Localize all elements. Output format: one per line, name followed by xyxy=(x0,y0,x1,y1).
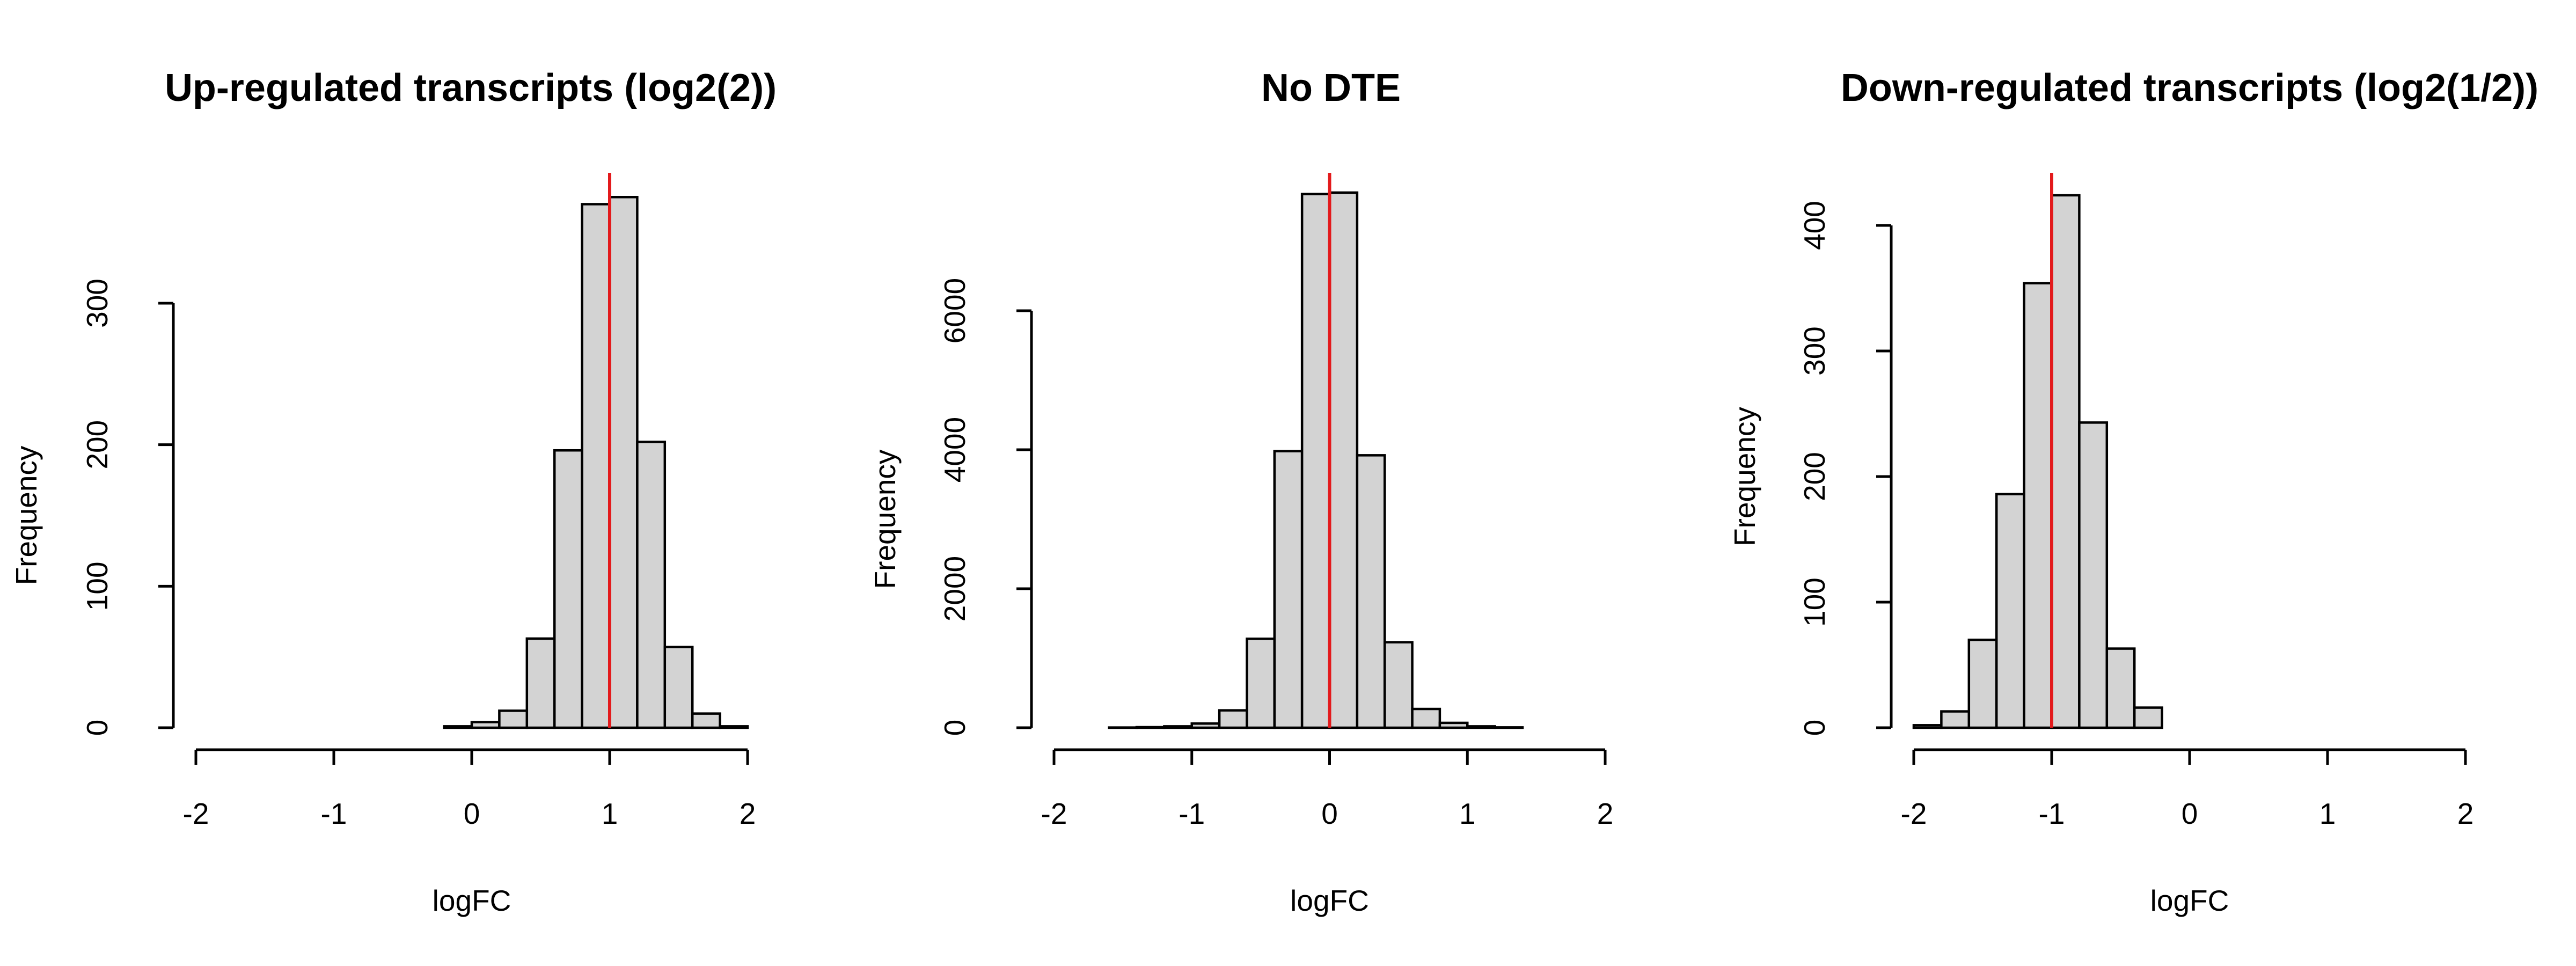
panel-1-bar xyxy=(608,196,639,729)
panel-3-y-tick-label: 300 xyxy=(1798,326,1831,376)
panel-2-x-tick-label: 0 xyxy=(1321,797,1338,830)
panel-2-bar xyxy=(1383,641,1414,729)
panel-3-y-tick-label: 0 xyxy=(1798,720,1831,736)
panel-3-bar xyxy=(1967,638,1998,729)
panel-1-bar xyxy=(498,709,529,729)
panel-1-bar xyxy=(525,637,556,729)
panel-2-x-tick-label: 2 xyxy=(1597,797,1614,830)
panel-1-y-tick-label: 100 xyxy=(80,561,114,611)
panel-2-bar xyxy=(1273,450,1304,729)
panel-2-bar xyxy=(1411,707,1441,729)
panel-3-x-tick-label: 1 xyxy=(2319,797,2336,830)
panel-2-bar xyxy=(1300,193,1331,729)
panel-3-bar xyxy=(1912,724,1943,729)
panel-2-bar xyxy=(1494,726,1524,729)
panel-3-bar xyxy=(2078,421,2109,729)
panel-2-bar xyxy=(1135,726,1166,729)
panel-2-x-axis-label: logFC xyxy=(1290,884,1369,917)
panel-3-y-axis-label: Frequency xyxy=(1728,407,1761,546)
panel-1-bar xyxy=(691,712,721,729)
panel-2-bar xyxy=(1438,721,1469,729)
panel-1-title: Up-regulated transcripts (log2(2)) xyxy=(165,67,777,109)
panel-3-y-tick-label: 100 xyxy=(1798,577,1831,627)
panel-2-y-tick-label: 2000 xyxy=(938,556,971,621)
panel-1-y-tick-label: 200 xyxy=(80,420,114,470)
panel-3-bar xyxy=(1940,710,1971,729)
panel-3-title: Down-regulated transcripts (log2(1/2)) xyxy=(1841,67,2538,109)
panel-2-bar xyxy=(1163,725,1193,729)
panel-1-y-tick-label: 300 xyxy=(80,279,114,328)
panel-3-bar xyxy=(2133,706,2163,729)
panel-3-bar xyxy=(2105,647,2136,729)
panel-1-bar xyxy=(719,725,749,729)
panel-1-bar xyxy=(470,721,501,729)
panel-2-title: No DTE xyxy=(1261,67,1401,109)
panel-3-x-tick-label: -1 xyxy=(2039,797,2065,830)
panel-1-bar xyxy=(581,203,611,729)
panel-2-bar xyxy=(1218,709,1248,729)
panel-3-y-tick-label: 200 xyxy=(1798,452,1831,501)
panel-2-bar xyxy=(1356,454,1386,729)
panel-3-x-tick-label: 2 xyxy=(2457,797,2474,830)
panel-3-x-tick-label: 0 xyxy=(2182,797,2198,830)
panel-1-x-tick-label: 0 xyxy=(464,797,480,830)
panel-1-bar xyxy=(553,449,583,729)
panel-2-y-tick-label: 6000 xyxy=(938,278,971,343)
panel-2-y-tick-label: 0 xyxy=(938,720,971,736)
panel-1-y-tick-label: 0 xyxy=(80,720,114,736)
panel-3-y-tick-label: 400 xyxy=(1798,201,1831,250)
panel-2-y-axis-label: Frequency xyxy=(868,449,902,589)
panel-1-bar xyxy=(636,441,667,729)
panel-2-x-tick-label: -1 xyxy=(1179,797,1205,830)
panel-2-bar xyxy=(1190,722,1221,729)
panel-3-bar xyxy=(2023,282,2053,729)
panel-3-bar xyxy=(1995,493,2025,729)
panel-2-bar xyxy=(1466,725,1496,729)
panel-3-x-tick-label: -2 xyxy=(1901,797,1927,830)
panel-3-bar xyxy=(2050,194,2081,729)
panel-1-x-tick-label: -2 xyxy=(183,797,209,830)
panel-1-y-axis-label: Frequency xyxy=(10,445,43,585)
panel-2-bar xyxy=(1246,637,1276,729)
panel-1-x-tick-label: 1 xyxy=(602,797,618,830)
panel-1-x-tick-label: 2 xyxy=(740,797,756,830)
panel-1-bar xyxy=(663,646,694,729)
panel-2-x-tick-label: -2 xyxy=(1041,797,1067,830)
panel-2-x-tick-label: 1 xyxy=(1459,797,1476,830)
panel-1-x-tick-label: -1 xyxy=(321,797,347,830)
panel-3-x-axis-label: logFC xyxy=(2150,884,2229,917)
panel-1-bar xyxy=(443,725,473,729)
panel-2-bar xyxy=(1328,191,1359,729)
panel-1-x-axis-label: logFC xyxy=(433,884,511,917)
panel-2-y-tick-label: 4000 xyxy=(938,417,971,482)
